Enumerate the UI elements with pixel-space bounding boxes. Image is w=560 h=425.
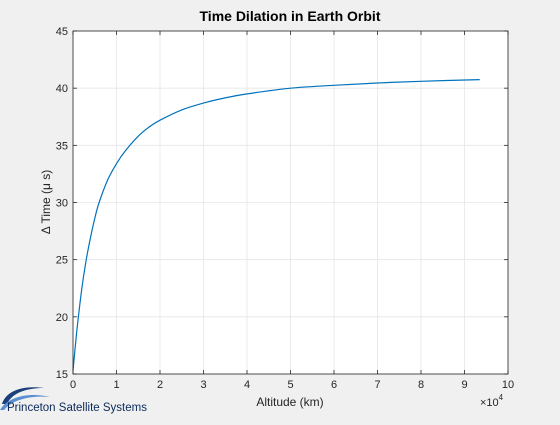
y-tick-label: 30 (56, 198, 68, 210)
y-tick-label: 40 (56, 83, 68, 95)
y-tick-label: 35 (56, 140, 68, 152)
x-tick-label: 10 (502, 379, 514, 391)
ticks (72, 30, 509, 375)
x-exponent-label: ×104 (480, 393, 504, 409)
series-line-delta-time (72, 78, 480, 371)
x-tick-label: 3 (200, 379, 206, 391)
x-tick-label: 5 (287, 379, 293, 391)
x-exponent-base: ×10 (480, 397, 499, 409)
x-axis-label: Altitude (km) (256, 395, 323, 409)
y-tick-label: 15 (56, 369, 68, 381)
logo-text: Princeton Satellite Systems (7, 402, 147, 414)
x-tick-label: 2 (157, 379, 163, 391)
princeton-satellite-systems-logo: Princeton Satellite Systems (0, 387, 147, 414)
x-tick-label: 0 (70, 379, 76, 391)
y-tick-label: 20 (56, 312, 68, 324)
y-tick-labels: 15 20 25 30 35 40 45 (56, 26, 68, 381)
y-tick-label: 45 (56, 26, 68, 38)
chart-title: Time Dilation in Earth Orbit (200, 8, 381, 24)
x-tick-labels: 0 1 2 3 4 5 6 7 8 9 10 (70, 379, 514, 391)
series-group (72, 78, 480, 371)
x-tick-label: 1 (113, 379, 119, 391)
x-exponent-power: 4 (499, 393, 504, 402)
y-tick-label: 25 (56, 255, 68, 267)
x-tick-label: 8 (418, 379, 424, 391)
x-tick-label: 6 (331, 379, 337, 391)
y-axis-label: Δ Time (μ s) (39, 170, 53, 234)
logo-swoosh-icon (2, 387, 44, 404)
x-tick-label: 4 (244, 379, 250, 391)
x-tick-label: 7 (374, 379, 380, 391)
logo-swoosh-light-icon (0, 394, 50, 410)
x-tick-label: 9 (461, 379, 467, 391)
